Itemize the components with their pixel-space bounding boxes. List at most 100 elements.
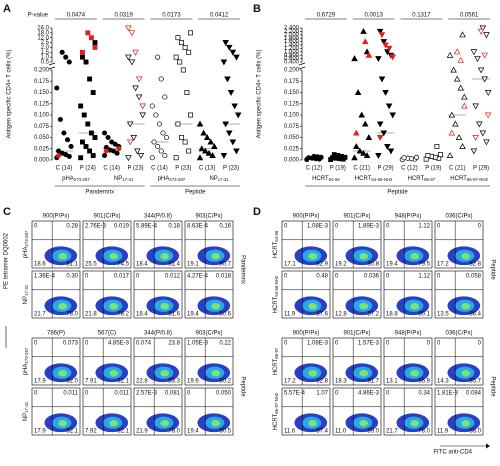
data-point (85, 121, 91, 127)
quadrant-value: 0.28 (66, 224, 78, 230)
data-point (211, 143, 218, 150)
quadrant-value: 17.9 (34, 379, 46, 385)
quadrant-value: 23.8 (168, 341, 180, 347)
category-label: C (21) (449, 166, 466, 172)
quadrant-value: 78.0 (168, 429, 180, 435)
y-tick-label: 2.5 (41, 40, 50, 46)
data-point (351, 154, 358, 161)
quadrant-value: 80.1 (418, 312, 430, 318)
quadrant-value: 17.1 (284, 262, 296, 268)
y-tick-label: 1.800 (284, 36, 300, 42)
data-point (83, 59, 89, 65)
quadrant-value: 0.073 (63, 341, 79, 347)
x-axis-label: FITC anti-CD4 (433, 450, 472, 456)
section-label: Peptide (489, 259, 495, 280)
quadrant-value: 78.2 (117, 312, 129, 318)
scatter-chart: B Antigen specific CD4+ T cells (%) 0.000 0… (253, 3, 492, 196)
data-point (233, 54, 240, 61)
quadrant-value: 1.07 (316, 391, 328, 397)
data-point (380, 130, 388, 137)
quadrant-value: 81.7 (367, 379, 379, 385)
data-point (61, 130, 67, 136)
group-label: pHA273-287 (158, 176, 186, 183)
y-tick-label: 0.000 (284, 158, 300, 164)
group-label-sub: 54-66-NH2 (371, 177, 393, 182)
density-core (160, 369, 170, 377)
quadrant-value: 0.22 (219, 341, 231, 347)
group-label-sub: 17-31 (218, 177, 230, 182)
group-label-sub: 86-97 (424, 177, 436, 182)
data-point (455, 134, 463, 141)
density-core (109, 369, 119, 377)
data-point (225, 44, 233, 51)
quadrant-value: 18.4 (136, 262, 148, 268)
quadrant-value: 11.6 (284, 429, 296, 435)
y-tick-label: 0.150 (284, 90, 300, 96)
quadrant-value: 0.074 (136, 341, 152, 347)
plot-title: 344(P/0.8) (144, 331, 172, 337)
quadrant-value: 4.85E-3 (108, 341, 130, 347)
data-point (446, 51, 454, 58)
quadrant-value: 19.4 (187, 312, 199, 318)
y-tick-label: 0.150 (34, 90, 50, 96)
data-point (378, 32, 386, 39)
row-label: HCRT86-97-NH2 (273, 392, 280, 430)
data-point (149, 155, 155, 161)
data-point (126, 121, 134, 128)
y-tick-label: 2.200 (284, 29, 300, 35)
data-point (472, 134, 479, 141)
density-core (109, 302, 119, 310)
data-point (438, 152, 443, 158)
quadrant-value: 0 (386, 224, 390, 230)
data-point (196, 120, 204, 127)
p-value-label: P-value (28, 13, 49, 19)
group-label-sub: 54-66 (329, 177, 341, 182)
data-point (453, 48, 461, 55)
plot-title: 900(P/Px) (293, 214, 320, 220)
category-label: P (19) (425, 166, 441, 172)
data-point (389, 54, 397, 61)
plot-title: 901(C/Px) (93, 214, 120, 220)
quadrant-value: 53.3 (168, 379, 180, 385)
y-tick-label: 0.050 (284, 135, 300, 141)
data-point (385, 103, 393, 110)
quadrant-value: 80.6 (219, 312, 231, 318)
density-core (410, 369, 420, 377)
data-point (385, 45, 393, 52)
p-value: 0.0319 (114, 13, 133, 19)
data-point (224, 76, 231, 83)
data-point (180, 67, 186, 73)
data-point (474, 56, 481, 63)
quadrant-value: 0.011 (63, 391, 78, 397)
data-point (160, 130, 166, 136)
group-label: HCRT54-66-NH2 (355, 176, 393, 183)
data-point (56, 148, 62, 154)
data-point (162, 152, 168, 159)
quadrant-value: 0 (335, 224, 339, 230)
data-point (225, 130, 233, 137)
quadrant-value: 1.81E-3 (437, 391, 459, 397)
p-value: 0.0561 (460, 13, 479, 19)
category-label: C (12) (306, 166, 323, 172)
y-tick-label: 2.400 (284, 26, 300, 32)
data-point (112, 141, 118, 147)
data-point (481, 52, 488, 59)
data-point (361, 38, 369, 45)
density-core (461, 252, 471, 260)
data-point (177, 59, 183, 65)
data-point (461, 102, 468, 109)
quadrant-value: 81.1 (66, 262, 78, 268)
data-point (92, 44, 98, 50)
quadrant-value: 0 (427, 341, 431, 347)
row-label: HCRT54-66 (273, 230, 280, 258)
quadrant-value: 18.4 (136, 312, 148, 318)
density-core (461, 419, 471, 427)
data-point (200, 129, 207, 136)
quadrant-value: 0.017 (114, 274, 130, 280)
quadrant-value: 7.91 (85, 379, 97, 385)
axis-break (298, 62, 306, 66)
data-point (182, 139, 188, 145)
